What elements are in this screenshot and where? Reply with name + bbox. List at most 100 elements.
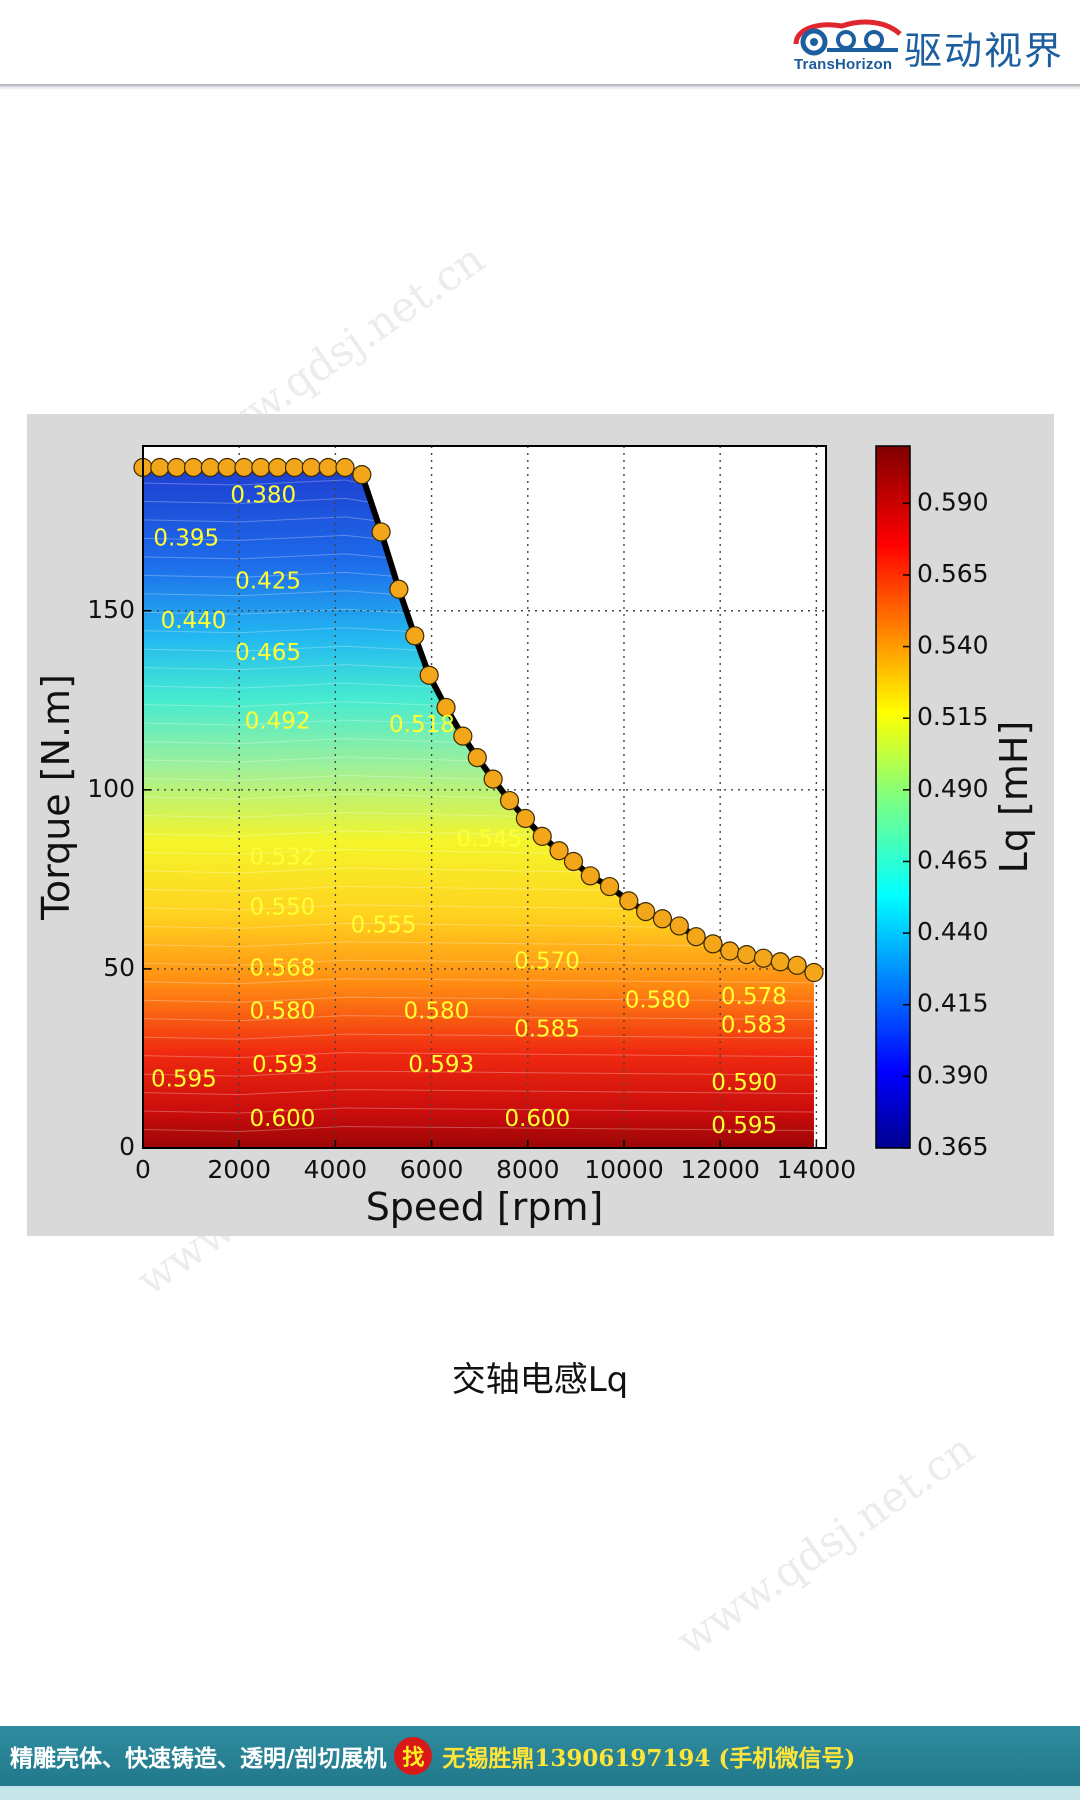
contour-label: 0.600	[504, 1106, 570, 1132]
envelope-marker	[150, 457, 170, 478]
contour-label: 0.585	[514, 1016, 580, 1042]
contour-label: 0.555	[351, 912, 417, 938]
footer-banner: 精雕壳体、快速铸造、透明/剖切展机 找 无锡胜鼎13906197194 (手机微…	[0, 1726, 1080, 1786]
contour-line	[142, 793, 507, 800]
y-tick-label: 100	[87, 774, 135, 803]
envelope-marker	[405, 626, 425, 646]
contour-line	[142, 553, 389, 560]
envelope-marker	[167, 457, 187, 478]
x-tick-label: 12000	[680, 1155, 760, 1184]
find-badge: 找	[394, 1737, 433, 1775]
contour-line	[142, 479, 365, 486]
grid-lines	[143, 446, 826, 1148]
envelope-marker	[483, 769, 503, 789]
contour-line	[142, 959, 788, 966]
contour-label: 0.395	[153, 526, 219, 552]
logo-chinese-text: 驱动视界	[904, 29, 1065, 73]
x-tick-label: 6000	[400, 1155, 464, 1184]
contour-label: 0.570	[514, 948, 580, 974]
envelope-marker	[217, 457, 237, 478]
envelope-marker	[804, 962, 824, 983]
colorbar-tick-label: 0.365	[917, 1132, 989, 1161]
lq-contour-chart: 0.380 0.395 0.425 0.440 0.465 0.492 0.518 0.532…	[34, 445, 1036, 1229]
colorbar-tick-label: 0.515	[917, 702, 989, 731]
envelope-marker	[753, 948, 774, 968]
contour-line	[142, 738, 467, 745]
envelope-marker	[436, 697, 456, 718]
footer-contact-text: 无锡胜鼎13906197194 (手机微信号)	[442, 1745, 856, 1772]
envelope-marker	[251, 457, 271, 478]
envelope-marker	[301, 457, 321, 478]
contour-label: 0.600	[250, 1106, 316, 1132]
envelope-marker	[619, 891, 639, 911]
contour-line	[142, 701, 445, 708]
footer-strip	[0, 1786, 1080, 1800]
contour-label: 0.580	[403, 998, 469, 1024]
page-header: TransHorizon 驱动视界	[0, 0, 1080, 86]
contour-line	[142, 664, 427, 671]
transhorizon-logo: TransHorizon 驱动视界	[792, 12, 1062, 74]
x-tick-label: 4000	[304, 1155, 368, 1184]
contour-line	[142, 1126, 814, 1133]
contour-line	[142, 1015, 814, 1022]
x-tick-label: 14000	[777, 1155, 857, 1184]
contour-line	[142, 534, 384, 541]
contour-label: 0.545	[456, 826, 522, 852]
contour-line	[142, 497, 371, 504]
contour-line	[142, 627, 414, 634]
envelope-marker	[453, 726, 473, 746]
contour-label: 0.580	[250, 998, 316, 1024]
contour-line	[142, 682, 435, 689]
contour-line	[142, 1033, 814, 1040]
envelope-marker	[419, 665, 439, 685]
contour-line	[142, 516, 378, 523]
contour-label: 0.580	[625, 988, 691, 1014]
axis-ticks: 0 2000 4000 6000 8000 10000 12000 14000 0 50 100 15…	[87, 595, 856, 1184]
contour-label: 0.583	[721, 1013, 787, 1039]
contour-label: 0.532	[250, 844, 316, 870]
contour-line	[142, 1070, 814, 1077]
contour-line	[142, 1107, 814, 1114]
watermark-text: www.qdsj.net.cn	[667, 1423, 983, 1666]
x-tick-label: 8000	[496, 1155, 560, 1184]
envelope-marker	[636, 902, 656, 922]
contour-label: 0.593	[252, 1052, 318, 1078]
envelope-marker	[499, 790, 520, 811]
contour-line	[142, 645, 420, 652]
colorbar-tick-label: 0.440	[917, 917, 989, 946]
colorbar-ticks: 0.590 0.565 0.540 0.515 0.490 0.465 0.440 0.415…	[903, 487, 989, 1161]
contour-label: 0.595	[711, 1113, 777, 1139]
colorbar-tick-label: 0.540	[917, 631, 989, 660]
contour-line	[142, 867, 585, 874]
envelope-marker	[770, 952, 790, 972]
colorbar-tick-label: 0.390	[917, 1060, 989, 1089]
contour-label: 0.440	[161, 608, 227, 634]
envelope-markers	[133, 457, 824, 983]
contour-label: 0.590	[711, 1070, 777, 1096]
contour-line	[142, 756, 480, 763]
envelope-marker	[787, 955, 807, 975]
envelope-marker	[284, 457, 305, 478]
colorbar-tick-label: 0.490	[917, 774, 989, 803]
contour-line	[142, 848, 562, 855]
contour-label: 0.380	[230, 483, 296, 509]
envelope-marker	[389, 579, 409, 599]
envelope-marker	[563, 851, 584, 872]
chart-caption: 交轴电感Lq	[451, 1360, 629, 1400]
contour-label: 0.492	[245, 708, 311, 734]
envelope-marker	[335, 457, 355, 478]
colorbar	[875, 445, 911, 1149]
y-axis-label: Torque [N.m]	[34, 674, 78, 921]
contour-line	[142, 1052, 814, 1059]
contour-label: 0.578	[721, 984, 787, 1010]
footer-service-text: 精雕壳体、快速铸造、透明/剖切展机	[10, 1745, 387, 1772]
contour-lines	[142, 460, 814, 1133]
y-tick-label: 0	[119, 1132, 135, 1161]
envelope-marker	[599, 876, 620, 897]
envelope-marker	[234, 457, 254, 478]
envelope-marker	[686, 927, 706, 947]
envelope-marker	[371, 522, 391, 542]
envelope-marker	[318, 457, 338, 478]
x-axis-label: Speed [rpm]	[366, 1185, 604, 1229]
contour-line	[142, 996, 814, 1003]
